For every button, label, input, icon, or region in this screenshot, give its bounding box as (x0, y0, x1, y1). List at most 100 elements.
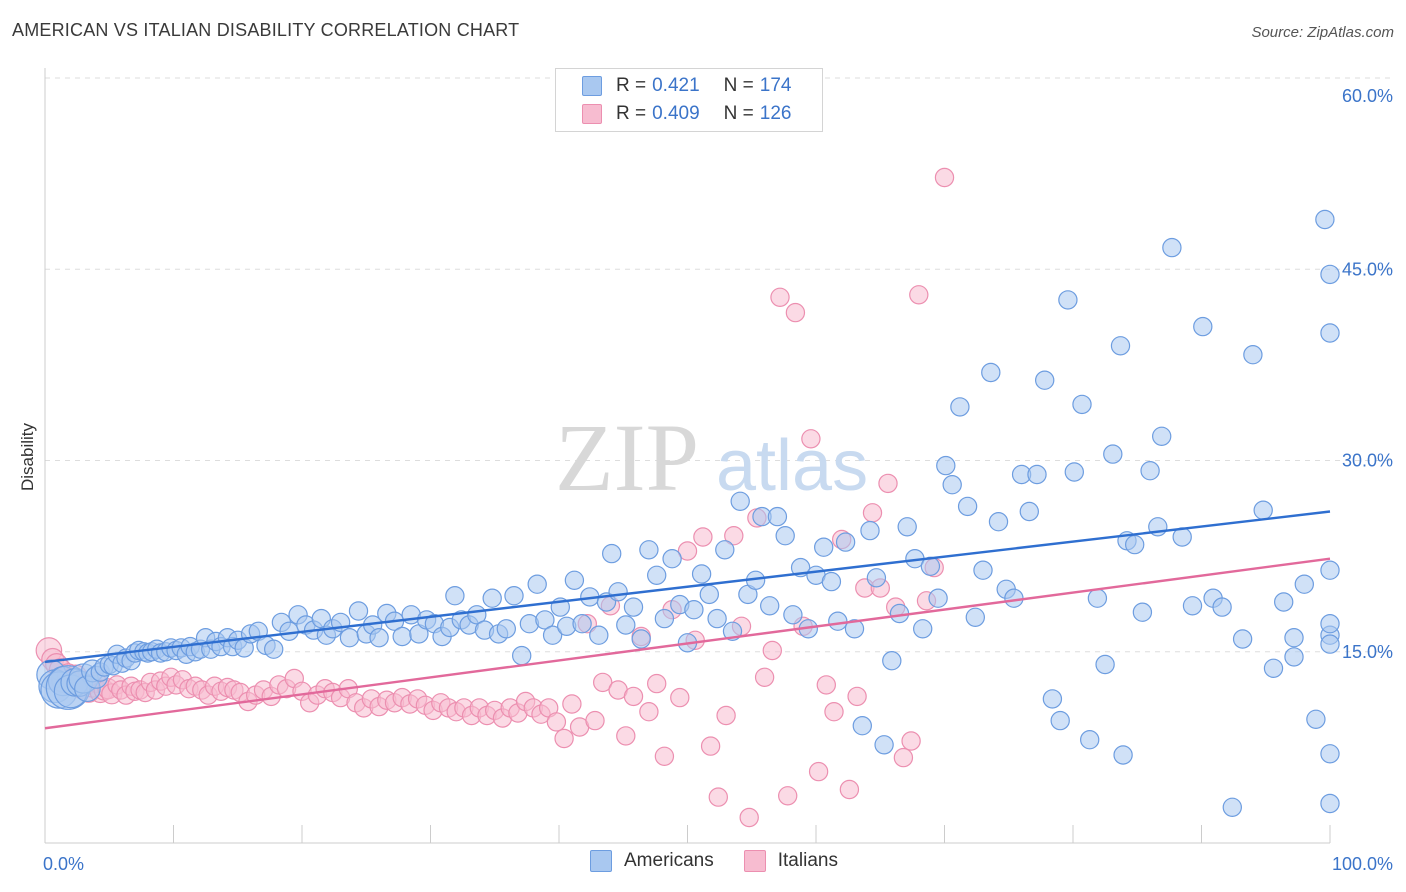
american-point (1284, 628, 1304, 648)
american-point (775, 526, 795, 546)
american-point (1035, 370, 1055, 390)
american-point (988, 512, 1009, 532)
legend-r-label: R = (616, 75, 647, 96)
american-point (1162, 237, 1182, 258)
italian-point (778, 786, 798, 806)
legend-r-label: R = (616, 103, 647, 124)
american-point (542, 625, 563, 645)
american-point (928, 588, 948, 608)
italian-point (585, 710, 605, 731)
american-point (1072, 394, 1092, 415)
american-point (942, 475, 962, 495)
american-point (662, 549, 682, 569)
italian-point (770, 287, 790, 307)
american-point (1212, 597, 1232, 617)
american-point (844, 619, 865, 639)
legend-swatch-americans (582, 76, 602, 96)
italian-point (647, 673, 667, 694)
american-trend-line (44, 510, 1331, 664)
american-point (866, 568, 887, 588)
american-point (535, 610, 555, 630)
american-point (973, 560, 993, 580)
legend-label-americans: Americans (624, 850, 714, 871)
italian-point (762, 640, 782, 661)
american-point (608, 582, 628, 602)
legend-row-italians: R = 0.409 N = 126 (582, 101, 791, 127)
italian-point (554, 728, 574, 749)
american-point (1113, 745, 1133, 765)
american-point (496, 619, 516, 639)
american-point (264, 639, 284, 659)
american-point (835, 532, 856, 552)
legend-n-value-italians: 126 (759, 103, 792, 124)
american-point (936, 455, 956, 476)
american-point (369, 628, 389, 648)
legend-item-italians[interactable]: Italians (743, 850, 838, 872)
italian-point (693, 527, 713, 547)
american-point (1064, 462, 1084, 482)
italian-point (593, 672, 613, 693)
american-point (1152, 426, 1172, 446)
american-point (882, 651, 902, 671)
italian-point (801, 429, 821, 449)
american-point (1294, 574, 1314, 594)
italian-point (623, 686, 644, 707)
american-point (1182, 596, 1203, 616)
italian-point (739, 807, 759, 828)
american-point (707, 608, 727, 629)
y-axis-label: Disability (18, 422, 37, 491)
american-point (783, 605, 803, 625)
x-tick-label: 100.0% (1332, 854, 1393, 874)
italian-trend-line (44, 557, 1331, 730)
american-point (1110, 336, 1131, 356)
american-point (564, 570, 585, 590)
american-point (684, 600, 704, 620)
italian-point (670, 687, 690, 708)
american-point (1132, 602, 1153, 622)
american-point (1058, 290, 1078, 310)
american-point (1140, 461, 1160, 481)
american-point (814, 537, 834, 557)
italian-point (616, 726, 636, 746)
y-tick-label: 45.0% (1342, 259, 1393, 279)
american-point (1004, 588, 1024, 608)
american-point (339, 628, 360, 648)
american-point (760, 596, 780, 616)
american-point (1125, 534, 1145, 555)
legend-swatch-italians (582, 104, 602, 124)
american-point (715, 540, 735, 560)
legend-item-americans[interactable]: Americans (590, 850, 714, 872)
trend-lines (44, 510, 1331, 730)
american-point (482, 588, 502, 608)
american-point (1050, 710, 1070, 731)
legend-n-label: N = (723, 103, 754, 124)
american-point (1253, 500, 1273, 520)
italian-point (824, 702, 844, 722)
tick-labels: 15.0% 30.0% 45.0% 60.0% 0.0% 100.0% (43, 86, 1393, 874)
american-point (1320, 560, 1340, 580)
american-point (1315, 209, 1335, 230)
american-point (279, 621, 299, 641)
source-label: Source: ZipAtlas.com (1251, 24, 1394, 41)
watermark: ZIP atlas (555, 404, 868, 511)
american-point (1263, 658, 1284, 678)
american-point (1320, 323, 1340, 343)
legend-r-value-americans: 0.421 (652, 75, 700, 96)
american-point (1103, 444, 1123, 464)
american-point (392, 626, 412, 647)
american-points (36, 209, 1340, 817)
american-point (860, 520, 880, 541)
italian-point (901, 731, 921, 751)
american-point (1222, 797, 1242, 817)
italian-point (724, 526, 744, 546)
italian-point (934, 167, 955, 188)
american-point (874, 735, 894, 755)
american-point (828, 611, 848, 631)
series-legend: Americans Italians (590, 850, 868, 872)
american-point (623, 597, 644, 617)
american-point (1080, 730, 1100, 750)
american-point (1320, 264, 1340, 285)
legend-swatch-americans (590, 850, 612, 872)
italian-point (847, 686, 867, 707)
watermark-zip: ZIP (555, 404, 699, 511)
